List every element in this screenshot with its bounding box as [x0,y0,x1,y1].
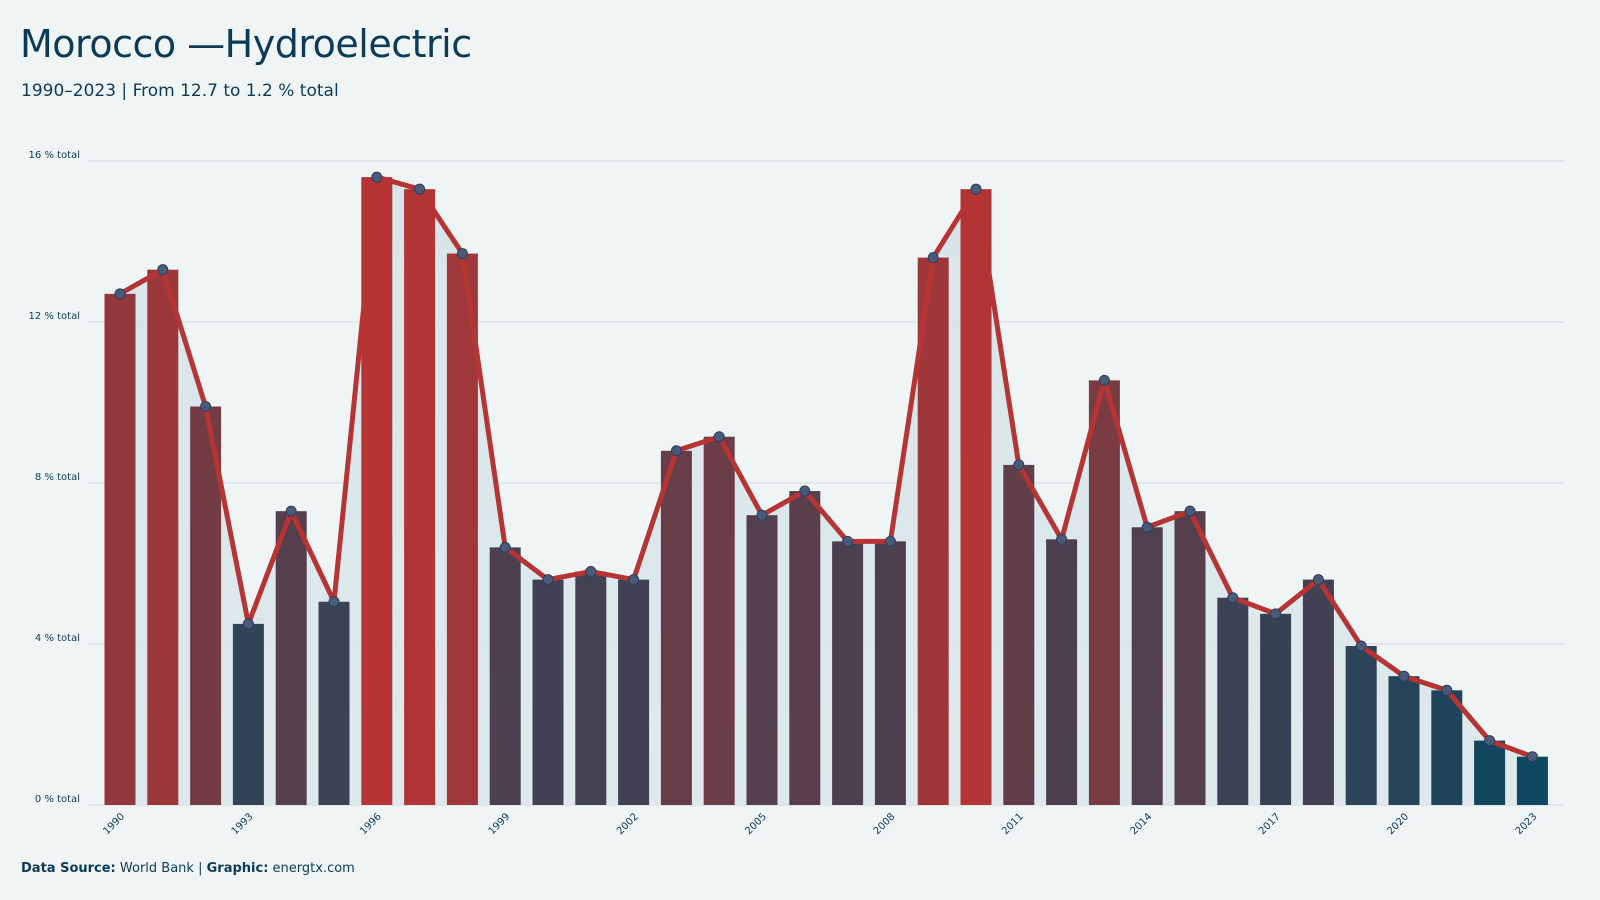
x-tick-label: 2023 [1514,811,1540,837]
bar-2009 [917,257,949,806]
x-tick-label: 1999 [487,811,513,837]
y-tick-label: 0 % total [35,794,80,805]
point-2021 [1441,684,1453,696]
y-tick-label: 16 % total [29,150,80,161]
point-2023 [1526,751,1538,763]
y-tick-label: 4 % total [35,633,80,644]
point-1993 [242,618,254,630]
bar-2023 [1516,756,1548,805]
point-2008 [884,535,896,547]
point-2007 [842,535,854,547]
point-1994 [285,505,297,517]
x-tick-label: 2014 [1129,811,1155,837]
point-1998 [456,248,468,260]
x-tick-label: 1996 [358,811,384,837]
bar-2004 [703,436,735,805]
point-2011 [1013,459,1025,471]
trend-line [117,174,1535,760]
point-2002 [628,574,640,586]
point-2018 [1312,574,1324,586]
point-2012 [1056,533,1068,545]
source-value: World Bank [119,861,194,876]
point-2022 [1484,735,1496,747]
bar-2020 [1388,676,1420,805]
x-tick-label: 2008 [872,811,898,837]
y-tick-label: 8 % total [35,472,80,483]
bar-2013 [1088,380,1120,805]
series-line [117,174,1535,760]
bar-2001 [575,571,607,805]
bar-1992 [190,406,222,805]
point-2006 [799,485,811,497]
bar-2002 [618,579,650,805]
point-1990 [114,288,126,300]
point-2005 [756,509,768,521]
x-tick-label: 1993 [230,811,256,837]
bar-2000 [532,579,564,805]
points [114,171,1538,763]
chart-subtitle: 1990–2023 | From 12.7 to 1.2 % total [21,81,339,101]
bar-1993 [232,623,264,805]
bar-1998 [446,253,478,805]
bar-2005 [746,515,778,805]
y-axis-labels: 0 % total 4 % total 8 % total 12 % total 16 … [29,150,80,805]
bar-2022 [1474,740,1506,805]
bar-2017 [1260,613,1292,805]
point-1991 [157,264,169,276]
bar-1991 [147,269,179,805]
x-tick-label: 2020 [1385,811,1411,837]
source-label: Data Source: [21,861,116,876]
bar-2021 [1431,690,1463,805]
point-1992 [200,401,212,413]
graphic-value: energtx.com [272,861,355,876]
point-2019 [1355,640,1367,652]
point-1995 [328,596,340,608]
x-tick-label: 2005 [743,811,769,837]
point-1996 [371,171,383,183]
point-2010 [970,183,982,195]
bars [104,177,1548,806]
point-2001 [585,566,597,578]
point-2009 [927,252,939,264]
bar-2003 [660,450,692,805]
x-tick-label: 2017 [1257,811,1283,837]
bar-2011 [1003,464,1035,805]
bar-1994 [275,511,307,805]
footer-separator: | [198,861,203,876]
bar-2014 [1131,527,1163,805]
point-2004 [713,431,725,443]
bar-2006 [789,491,821,805]
bar-2019 [1345,646,1377,805]
bar-2008 [874,541,906,805]
point-2017 [1270,608,1282,620]
point-2003 [670,445,682,457]
point-1997 [414,183,426,195]
chart-title: Morocco —Hydroelectric [20,22,472,66]
bar-1990 [104,293,136,805]
bar-2010 [960,189,992,806]
point-2015 [1184,505,1196,517]
x-tick-label: 2011 [1000,811,1026,837]
bar-2007 [832,541,864,805]
bar-2018 [1302,579,1334,805]
footer-credits: Data Source: World Bank | Graphic: energ… [21,861,355,876]
bar-2015 [1174,511,1206,805]
point-2000 [542,574,554,586]
bar-1995 [318,601,350,805]
point-2013 [1098,374,1110,386]
y-tick-label: 12 % total [29,311,80,322]
x-tick-label: 1990 [101,811,127,837]
point-2014 [1141,521,1153,533]
point-2016 [1227,592,1239,604]
x-axis-labels: 1990 1993 1996 1999 2002 2005 2008 2011 2014 2017… [101,811,1539,837]
graphic-label: Graphic: [206,861,269,876]
point-1999 [499,541,511,553]
bar-1999 [489,547,521,805]
bar-1997 [404,189,436,806]
point-2020 [1398,670,1410,682]
x-tick-label: 2002 [615,811,641,837]
bar-2016 [1217,597,1249,805]
bar-2012 [1046,539,1078,805]
